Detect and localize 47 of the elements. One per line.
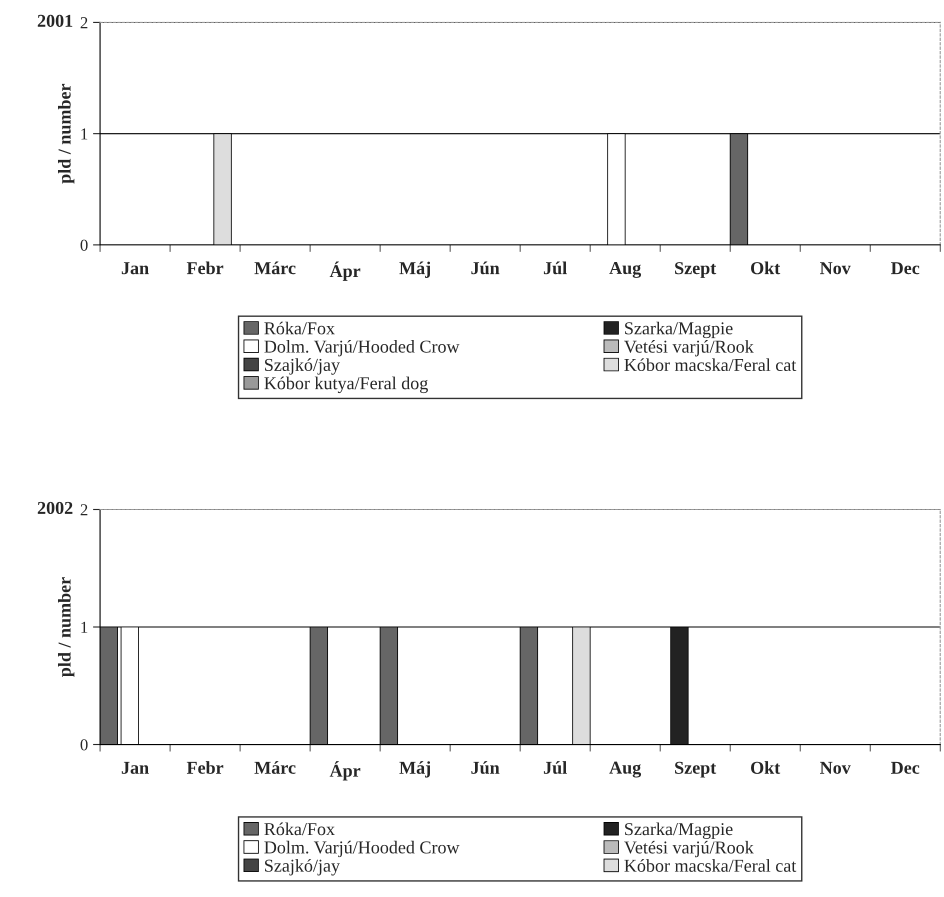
y-tick-label: 0	[80, 739, 88, 750]
chart-title: 2001	[38, 14, 72, 27]
x-tick-label: Júl	[544, 262, 567, 274]
legend-label: Dolm. Varjú/Hooded Crow	[264, 340, 460, 356]
x-tick-label: Nov	[820, 762, 851, 774]
legend-label: Kóbor kutya/Feral dog	[264, 376, 428, 394]
legend-label: Szarka/Magpie	[625, 822, 733, 839]
x-tick-label: Máj	[399, 262, 430, 278]
y-tick-label: 2	[80, 504, 88, 516]
x-tick-label: Márc	[254, 761, 296, 774]
x-tick-label: Febr	[186, 761, 224, 774]
x-tick-label: Aug	[609, 262, 642, 278]
y-tick-label: 1	[81, 622, 88, 633]
legend-label: Vetési varjú/Rook	[624, 840, 754, 858]
y-axis-title: pld / number	[58, 84, 74, 184]
x-tick-label: Jún	[471, 761, 500, 774]
x-tick-label: Júl	[544, 761, 567, 774]
chart-title: 2002	[38, 502, 72, 514]
legend-label: Dolm. Varjú/Hooded Crow	[264, 840, 460, 858]
x-tick-label: Jan	[122, 762, 149, 774]
x-tick-label: Okt	[751, 761, 780, 774]
x-tick-label: Máj	[399, 761, 430, 778]
x-tick-label: Aug	[609, 762, 642, 778]
legend-label: Szarka/Magpie	[625, 322, 733, 338]
x-tick-label: Okt	[751, 262, 780, 274]
y-tick-label: 0	[80, 240, 88, 251]
legend-label: Róka/Fox	[264, 822, 335, 836]
x-tick-label: Szept	[675, 262, 716, 278]
x-tick-label: Márc	[254, 262, 296, 274]
x-tick-label: Dec	[891, 762, 920, 774]
legend-label: Szajkó/jay	[265, 358, 340, 375]
x-tick-label: Nov	[820, 262, 851, 274]
x-tick-label: Jún	[471, 262, 500, 274]
x-tick-label: Jan	[122, 262, 149, 274]
x-tick-label: Ápr	[330, 761, 360, 780]
legend-label: Kóbor macska/Feral cat	[624, 358, 796, 372]
x-tick-label: Dec	[891, 262, 920, 274]
legend-label: Vetési varjú/Rook	[624, 340, 754, 356]
y-axis-title: pld / number	[58, 577, 74, 677]
y-tick-label: 1	[81, 128, 88, 140]
x-tick-label: Szept	[675, 762, 716, 778]
legend-label: Kóbor macska/Feral cat	[624, 859, 796, 872]
legend-label: Szajkó/jay	[265, 859, 340, 876]
legend-label: Róka/Fox	[264, 322, 335, 334]
x-tick-label: Febr	[186, 262, 224, 274]
y-tick-label: 2	[80, 17, 88, 28]
x-tick-label: Ápr	[330, 262, 360, 281]
